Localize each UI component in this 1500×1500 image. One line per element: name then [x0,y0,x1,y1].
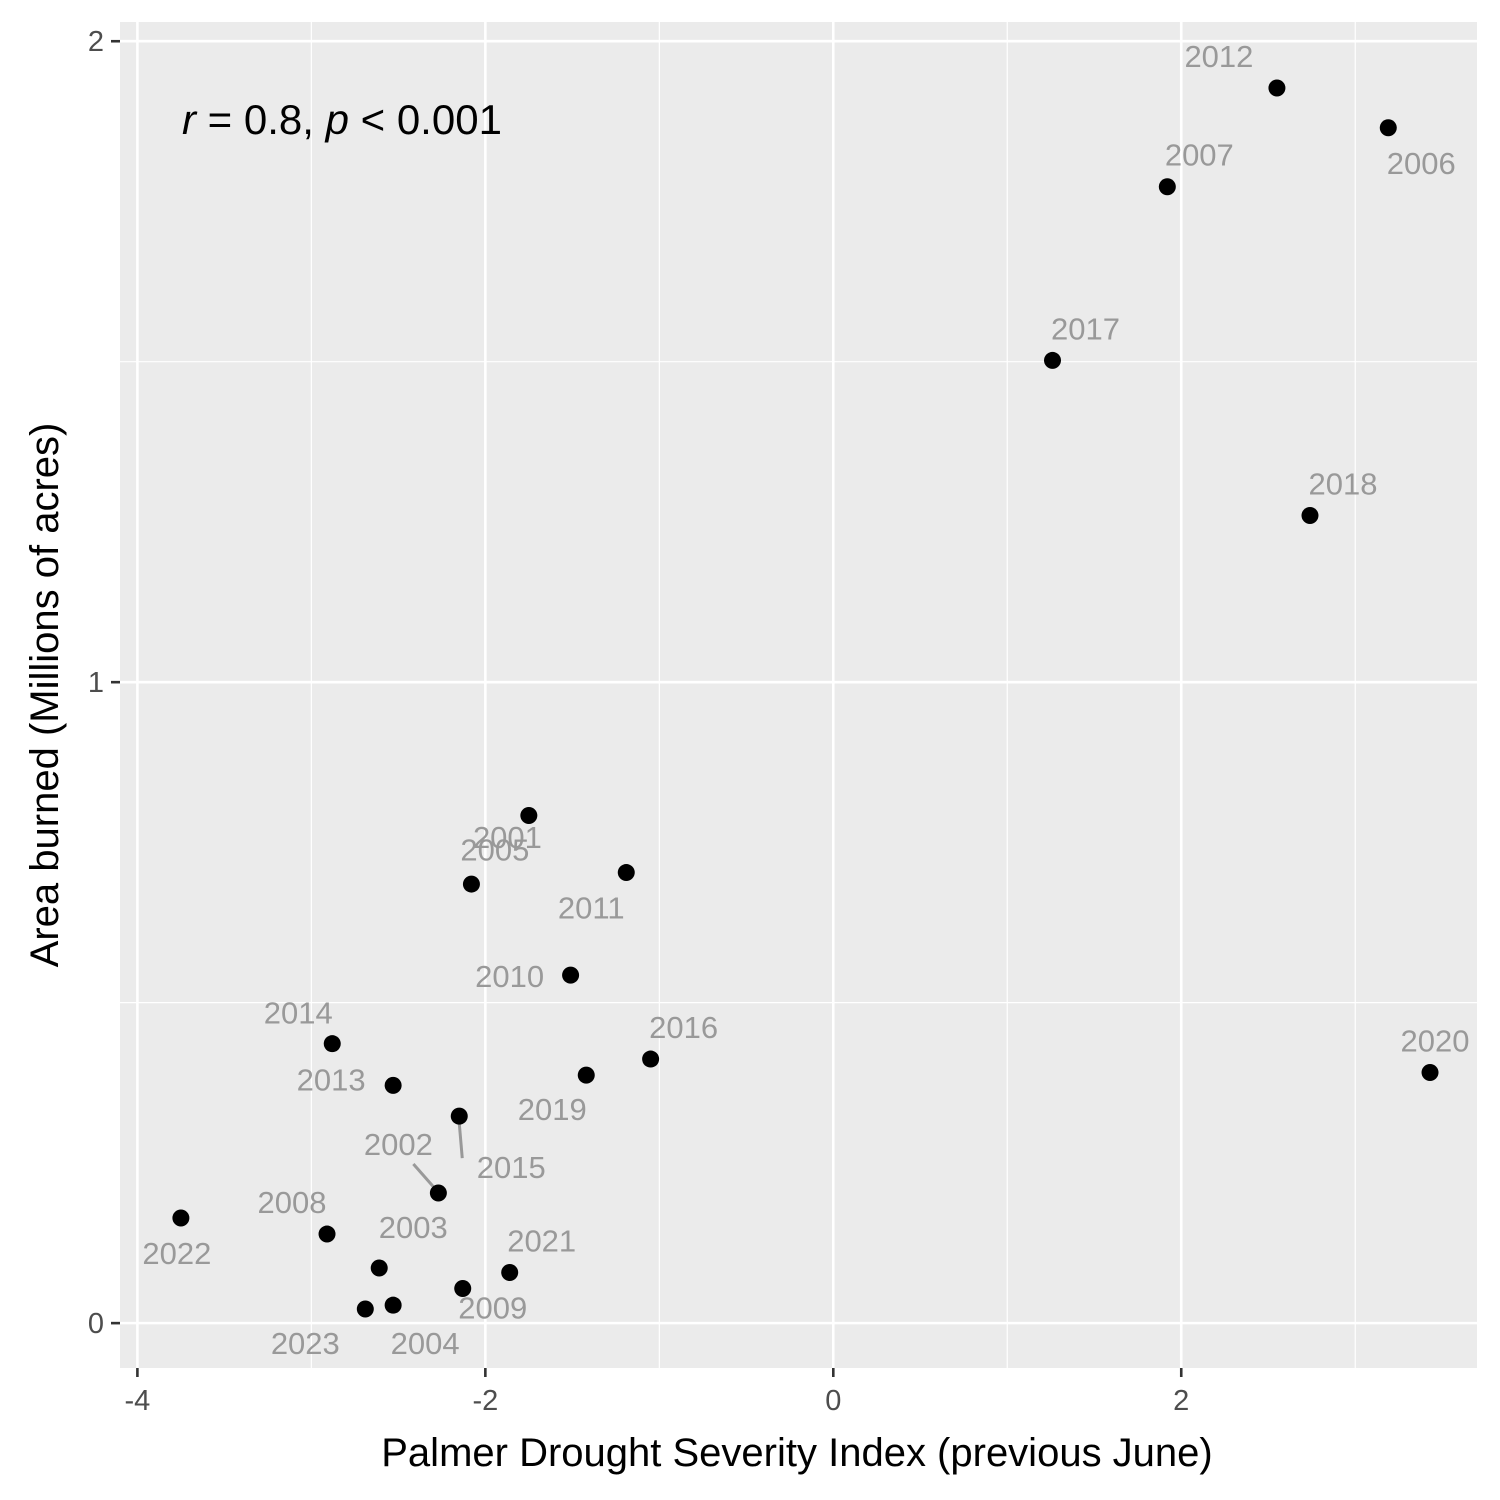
point-label-2004: 2004 [391,1326,460,1361]
data-point-2009 [454,1280,472,1298]
x-tick-label: -2 [472,1385,498,1417]
point-label-2021: 2021 [507,1223,576,1258]
data-point-2010 [562,966,580,984]
point-label-2006: 2006 [1387,146,1456,181]
point-label-2001: 2001 [473,820,542,855]
data-point-2022 [172,1209,190,1227]
major-gridlines [120,22,1477,1368]
data-point-2002 [429,1184,447,1202]
data-point-2020 [1421,1064,1439,1082]
data-point-2021 [501,1263,519,1281]
data-point-2017 [1044,351,1062,369]
data-point-2013 [384,1076,402,1094]
point-label-2007: 2007 [1165,138,1234,173]
leader-line [412,1163,437,1191]
data-point-2011 [617,864,635,882]
data-point-2005 [520,806,538,824]
point-labels: 2001 2002 2003 2004 2005 2006 2007 2008 2009 2010… [142,39,1469,1361]
point-label-2011: 2011 [558,891,625,926]
data-points [172,79,1439,1318]
point-label-2023: 2023 [271,1326,340,1361]
point-label-2012: 2012 [1184,39,1253,74]
point-label-2003: 2003 [379,1210,448,1245]
data-point-2015 [450,1107,468,1125]
minor-gridlines [120,22,1477,1368]
data-point-2023 [356,1300,374,1318]
point-label-2014: 2014 [264,996,333,1031]
data-point-2004 [384,1296,402,1314]
data-point-2007 [1158,178,1176,196]
plot-panel [120,22,1477,1368]
point-label-2015: 2015 [477,1150,546,1185]
data-point-2008 [318,1225,336,1243]
point-label-2002: 2002 [364,1127,433,1162]
data-point-2018 [1301,507,1319,525]
point-label-2005: 2005 [460,832,529,867]
x-tick-label: -4 [124,1385,150,1417]
data-point-2016 [642,1050,660,1068]
data-point-2003 [370,1259,388,1277]
point-label-2022: 2022 [142,1236,211,1271]
y-tick-label: 2 [88,26,104,58]
leader-line [457,1122,464,1159]
data-point-2012 [1268,79,1286,97]
y-tick-label: 0 [88,1308,104,1340]
point-label-2013: 2013 [297,1062,366,1097]
point-label-2016: 2016 [649,1010,718,1045]
data-point-2006 [1379,119,1397,137]
y-axis-title: Area burned (Millions of acres) [23,423,67,968]
x-tick-label: 2 [1173,1385,1189,1417]
data-point-2014 [323,1035,341,1053]
point-label-2018: 2018 [1309,467,1378,502]
point-label-2009: 2009 [458,1291,527,1326]
point-label-2020: 2020 [1401,1024,1470,1059]
point-label-2008: 2008 [258,1185,327,1220]
point-label-2010: 2010 [475,959,544,994]
y-tick-label: 1 [88,667,104,699]
x-tick-label: 0 [825,1385,841,1417]
axis-ticks: -4 -2 0 2 0 1 2 [88,26,1189,1417]
correlation-annotation: r = 0.8, p < 0.001 [182,96,502,143]
data-point-2001 [462,875,480,893]
point-label-2017: 2017 [1051,311,1120,346]
point-label-2019: 2019 [518,1092,587,1127]
label-leader-lines [412,1122,464,1191]
data-point-2019 [577,1066,595,1084]
x-axis-title: Palmer Drought Severity Index (previous … [381,1431,1212,1475]
